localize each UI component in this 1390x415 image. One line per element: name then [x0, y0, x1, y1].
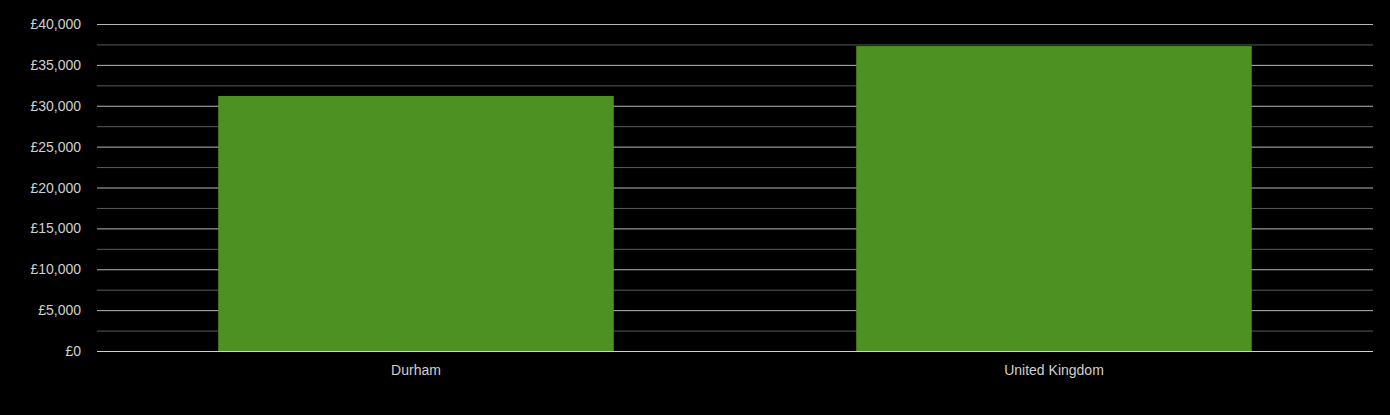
y-axis-line [97, 24, 98, 351]
x-tick-label: United Kingdom [1004, 362, 1104, 378]
y-tick-label: £30,000 [30, 98, 81, 114]
y-tick-labels: £0 £5,000 £10,000 £15,000 £20,000 £25,000 £30,… [30, 16, 81, 359]
grid [97, 25, 1373, 352]
y-tick-label: £5,000 [38, 302, 81, 318]
bar [218, 96, 614, 351]
grid-line [97, 351, 1373, 352]
x-tick-labels: Durham United Kingdom [391, 362, 1104, 378]
x-axis-line [97, 351, 1373, 352]
grid-line [97, 24, 1373, 25]
y-tick-label: £25,000 [30, 139, 81, 155]
y-tick-label: £15,000 [30, 220, 81, 236]
bar [856, 46, 1252, 351]
bars [218, 46, 1252, 351]
y-tick-label: £40,000 [30, 16, 81, 32]
y-tick-label: £0 [65, 343, 81, 359]
chart-svg: £0 £5,000 £10,000 £15,000 £20,000 £25,000 £30,… [0, 0, 1390, 415]
y-tick-label: £35,000 [30, 57, 81, 73]
x-tick-label: Durham [391, 362, 441, 378]
chart-container: £0 £5,000 £10,000 £15,000 £20,000 £25,000 £30,… [0, 0, 1390, 415]
minor-grid-line [97, 44, 1373, 45]
y-tick-label: £10,000 [30, 261, 81, 277]
y-tick-label: £20,000 [30, 180, 81, 196]
